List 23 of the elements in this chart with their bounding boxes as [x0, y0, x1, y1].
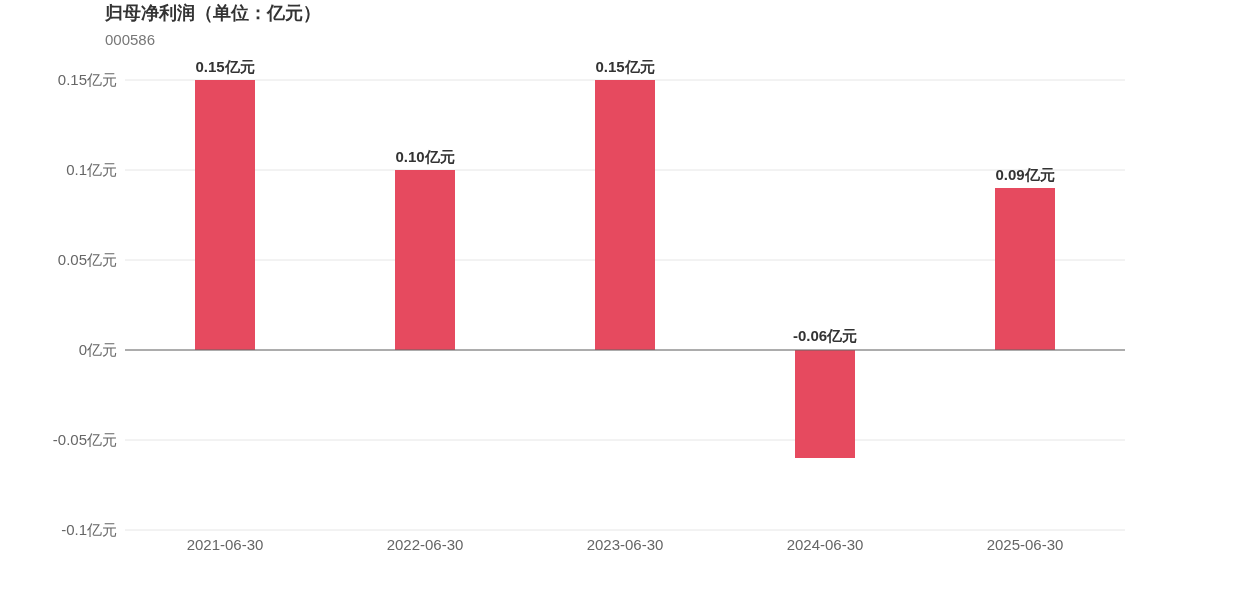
bar [795, 350, 855, 458]
y-tick-label: 0亿元 [78, 341, 117, 358]
data-label: 0.15亿元 [595, 58, 655, 75]
bar [395, 170, 455, 350]
bar [595, 80, 655, 350]
x-tick-label: 2025-06-30 [986, 536, 1064, 553]
y-tick-label: -0.1亿元 [61, 521, 117, 538]
x-tick-label: 2023-06-30 [586, 536, 664, 553]
data-label: -0.06亿元 [792, 327, 858, 344]
y-tick-label: -0.05亿元 [52, 431, 117, 448]
y-tick-label: 0.15亿元 [57, 71, 117, 88]
y-tick-label: 0.05亿元 [57, 251, 117, 268]
bar [995, 188, 1055, 350]
y-tick-label: 0.1亿元 [66, 161, 117, 178]
chart-title: 归母净利润（单位：亿元） [104, 3, 321, 23]
data-label: 0.10亿元 [395, 148, 455, 165]
data-label: 0.15亿元 [195, 58, 255, 75]
x-tick-label: 2022-06-30 [386, 536, 464, 553]
bar [195, 80, 255, 350]
chart-subtitle: 000586 [105, 31, 156, 48]
data-label: 0.09亿元 [995, 166, 1055, 183]
x-tick-label: 2024-06-30 [786, 536, 864, 553]
x-tick-label: 2021-06-30 [186, 536, 264, 553]
